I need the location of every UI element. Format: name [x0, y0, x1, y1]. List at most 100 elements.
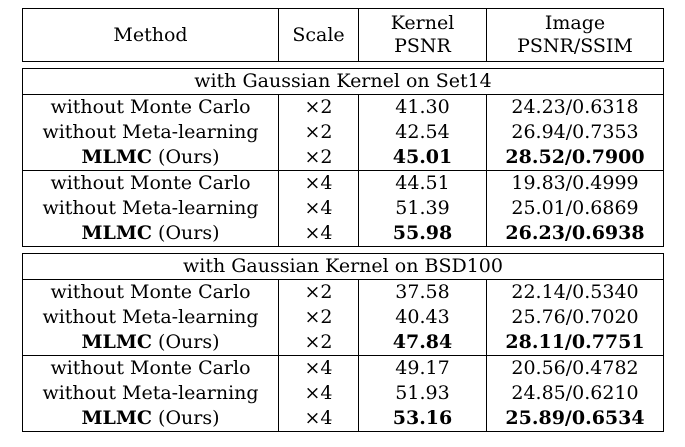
- section-gap-cell: [23, 62, 664, 69]
- header-kernel-line1: Kernel: [390, 12, 455, 34]
- method-suffix: (Ours): [152, 222, 220, 244]
- scale-cell: ×2: [278, 94, 359, 120]
- table-row: without Meta-learning ×4 51.93 24.85/0.6210: [22, 381, 664, 406]
- kernel-psnr-cell-value: 47.84: [392, 331, 453, 353]
- image-psnr-ssim-cell: 19.83/0.4999: [486, 170, 664, 196]
- method-cell: without Meta-learning: [22, 196, 279, 221]
- section-gap: [23, 62, 664, 69]
- kernel-psnr-cell: 42.54: [358, 120, 487, 145]
- image-psnr-ssim-cell: 25.76/0.7020: [486, 305, 664, 330]
- image-psnr-ssim-cell: 25.01/0.6869: [486, 196, 664, 221]
- header-image-psnr-ssim: Image PSNR/SSIM: [486, 8, 664, 62]
- image-psnr-ssim-cell: 28.52/0.7900: [486, 145, 664, 171]
- image-psnr-ssim-cell: 26.94/0.7353: [486, 120, 664, 145]
- table-row: without Meta-learning ×2 40.43 25.76/0.7020: [22, 305, 664, 330]
- method-cell: without Monte Carlo: [22, 170, 279, 196]
- image-psnr-ssim-cell: 24.23/0.6318: [486, 94, 664, 120]
- method-name: without Monte Carlo: [50, 357, 251, 379]
- kernel-psnr-cell: 55.98: [358, 221, 487, 247]
- scale-cell: ×2: [278, 305, 359, 330]
- scale-cell: ×4: [278, 170, 359, 196]
- kernel-psnr-cell: 41.30: [358, 94, 487, 120]
- image-psnr-ssim-cell: 28.11/0.7751: [486, 330, 664, 356]
- method-cell: without Monte Carlo: [22, 94, 279, 120]
- method-name: without Meta-learning: [42, 382, 259, 404]
- kernel-psnr-cell: 49.17: [358, 355, 487, 381]
- image-psnr-ssim-cell-value: 25.89/0.6534: [505, 407, 645, 429]
- method-name: without Meta-learning: [42, 197, 259, 219]
- table-row: without Meta-learning ×2 42.54 26.94/0.7353: [22, 120, 664, 145]
- section-gap-cell: [23, 247, 664, 254]
- method-cell: without Monte Carlo: [22, 355, 279, 381]
- table-row: without Monte Carlo ×2 37.58 22.14/0.5340: [22, 279, 664, 305]
- header-image-line1: Image: [544, 12, 606, 34]
- scale-cell: ×4: [278, 381, 359, 406]
- section-title-row: with Gaussian Kernel on Set14: [22, 68, 664, 95]
- header-scale: Scale: [278, 8, 359, 62]
- table-header-row: Method Scale Kernel PSNR Image PSNR/SSIM: [22, 8, 664, 62]
- image-psnr-ssim-cell-value: 26.23/0.6938: [505, 222, 645, 244]
- table-row: MLMC (Ours) ×4 53.16 25.89/0.6534: [22, 406, 664, 432]
- kernel-psnr-cell-value: 55.98: [392, 222, 453, 244]
- method-cell: MLMC (Ours): [22, 406, 279, 432]
- image-psnr-ssim-cell-value: 28.11/0.7751: [505, 331, 645, 353]
- method-cell: without Meta-learning: [22, 305, 279, 330]
- method-name: MLMC: [81, 407, 153, 429]
- scale-cell: ×4: [278, 196, 359, 221]
- header-kernel-line2: PSNR: [394, 35, 451, 57]
- method-name: without Meta-learning: [42, 121, 259, 143]
- method-suffix: (Ours): [152, 146, 220, 168]
- scale-cell: ×4: [278, 355, 359, 381]
- results-table-container: Method Scale Kernel PSNR Image PSNR/SSIM…: [22, 8, 664, 432]
- method-suffix: (Ours): [152, 407, 220, 429]
- section-title: with Gaussian Kernel on Set14: [22, 68, 664, 95]
- table-row: without Monte Carlo ×4 44.51 19.83/0.4999: [22, 170, 664, 196]
- method-name: without Monte Carlo: [50, 172, 251, 194]
- kernel-psnr-cell: 51.39: [358, 196, 487, 221]
- kernel-psnr-cell: 51.93: [358, 381, 487, 406]
- method-name: MLMC: [81, 222, 153, 244]
- scale-cell: ×2: [278, 145, 359, 171]
- section-gap: [23, 247, 664, 254]
- header-kernel-psnr: Kernel PSNR: [358, 8, 487, 62]
- image-psnr-ssim-cell-value: 28.52/0.7900: [505, 146, 645, 168]
- image-psnr-ssim-cell: 26.23/0.6938: [486, 221, 664, 247]
- method-cell: MLMC (Ours): [22, 145, 279, 171]
- image-psnr-ssim-cell: 20.56/0.4782: [486, 355, 664, 381]
- method-cell: without Meta-learning: [22, 381, 279, 406]
- scale-cell: ×2: [278, 279, 359, 305]
- scale-cell: ×2: [278, 330, 359, 356]
- kernel-psnr-cell: 53.16: [358, 406, 487, 432]
- image-psnr-ssim-cell: 22.14/0.5340: [486, 279, 664, 305]
- kernel-psnr-cell: 47.84: [358, 330, 487, 356]
- kernel-psnr-cell: 40.43: [358, 305, 487, 330]
- section-title: with Gaussian Kernel on BSD100: [22, 253, 664, 280]
- table-row: without Meta-learning ×4 51.39 25.01/0.6869: [22, 196, 664, 221]
- section-title-row: with Gaussian Kernel on BSD100: [22, 253, 664, 280]
- method-cell: MLMC (Ours): [22, 330, 279, 356]
- table-row: MLMC (Ours) ×2 45.01 28.52/0.7900: [22, 145, 664, 171]
- scale-cell: ×4: [278, 406, 359, 432]
- table-body: with Gaussian Kernel on Set14 without Mon…: [22, 62, 664, 432]
- scale-cell: ×4: [278, 221, 359, 247]
- kernel-psnr-cell-value: 45.01: [392, 146, 453, 168]
- kernel-psnr-cell: 45.01: [358, 145, 487, 171]
- image-psnr-ssim-cell: 24.85/0.6210: [486, 381, 664, 406]
- kernel-psnr-cell: 44.51: [358, 170, 487, 196]
- header-image-line2: PSNR/SSIM: [517, 35, 633, 57]
- method-cell: MLMC (Ours): [22, 221, 279, 247]
- table-row: MLMC (Ours) ×2 47.84 28.11/0.7751: [22, 330, 664, 356]
- table-row: without Monte Carlo ×2 41.30 24.23/0.6318: [22, 94, 664, 120]
- method-suffix: (Ours): [152, 331, 220, 353]
- method-name: MLMC: [81, 331, 153, 353]
- method-name: without Monte Carlo: [50, 96, 251, 118]
- method-cell: without Meta-learning: [22, 120, 279, 145]
- kernel-psnr-cell-value: 53.16: [392, 407, 453, 429]
- method-name: without Meta-learning: [42, 306, 259, 328]
- table-row: without Monte Carlo ×4 49.17 20.56/0.4782: [22, 355, 664, 381]
- method-cell: without Monte Carlo: [22, 279, 279, 305]
- method-name: without Monte Carlo: [50, 281, 251, 303]
- ablation-results-table: Method Scale Kernel PSNR Image PSNR/SSIM…: [22, 8, 664, 432]
- method-name: MLMC: [81, 146, 153, 168]
- header-method: Method: [22, 8, 279, 62]
